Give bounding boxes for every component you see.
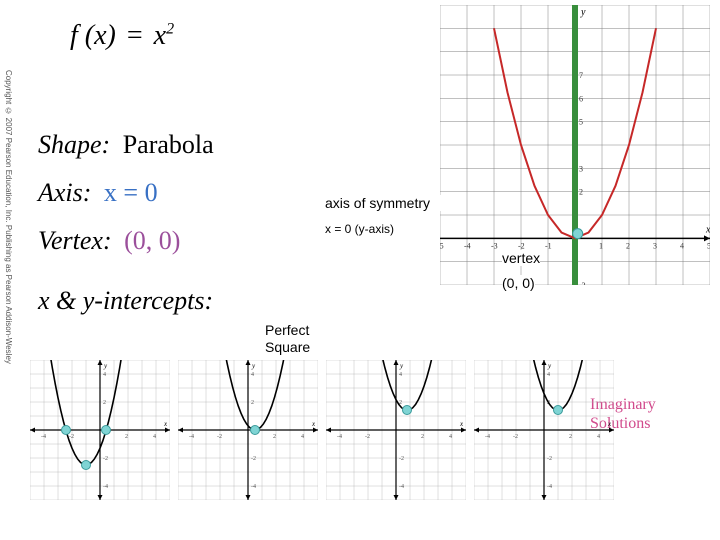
svg-text:2: 2 [125,434,128,440]
svg-text:4: 4 [449,434,452,440]
svg-text:-2: -2 [513,434,518,440]
svg-text:x: x [311,420,316,428]
svg-text:5: 5 [707,241,710,250]
small-graph-2: -4-4-2-22244xy [326,360,466,500]
small-graph-3: -4-4-2-22244xy [474,360,614,500]
svg-text:2: 2 [579,188,583,197]
svg-text:-3: -3 [491,241,498,250]
svg-text:x: x [705,224,710,235]
svg-text:4: 4 [399,372,402,378]
svg-text:7: 7 [579,71,583,80]
perfect-square-1: Perfect [265,322,309,338]
svg-text:-2: -2 [399,456,404,462]
small-graphs-row: -4 -4 -2 -2 2 2 4 4 x y -4 -4 -2 -2 2 2 4 4 x y -4 -4 -2 -2 2 2 4 4… [30,360,614,500]
svg-text:-2: -2 [579,281,586,285]
svg-text:4: 4 [153,434,156,440]
intercepts-label: x & y-intercepts: [38,286,213,315]
svg-text:y: y [547,362,552,370]
svg-text:2: 2 [273,434,276,440]
vertex-value: (0, 0) [124,226,180,255]
svg-text:-2: -2 [365,434,370,440]
svg-text:2: 2 [626,241,630,250]
svg-text:5: 5 [579,118,583,127]
svg-text:y: y [399,362,404,370]
perfect-square-label: Perfect Square [265,322,310,356]
intercept-dot [250,425,260,435]
svg-text:x: x [459,420,464,428]
svg-text:-4: -4 [337,434,342,440]
svg-text:4: 4 [680,241,684,250]
svg-text:1: 1 [599,241,603,250]
svg-text:-2: -2 [69,434,74,440]
vertex-annot: vertex [502,250,540,266]
svg-text:y: y [103,362,108,370]
svg-text:-4: -4 [464,241,471,250]
vertex-label: Vertex: [38,226,112,255]
svg-text:-4: -4 [485,434,490,440]
axis-symmetry-eq: x = 0 (y-axis) [325,222,394,236]
svg-text:-5: -5 [440,241,444,250]
svg-text:3: 3 [653,241,657,250]
svg-text:-4: -4 [189,434,194,440]
svg-text:2: 2 [251,400,254,406]
svg-text:2: 2 [421,434,424,440]
intercepts-row: x & y-intercepts: [38,286,214,316]
perfect-square-2: Square [265,339,310,355]
svg-text:-4: -4 [251,484,256,490]
small-graph-0: -4 -4 -2 -2 2 2 4 4 x y [30,360,170,500]
svg-text:-4: -4 [103,484,108,490]
svg-text:4: 4 [251,372,254,378]
vertex-row: Vertex: (0, 0) [38,226,214,256]
svg-text:-2: -2 [547,456,552,462]
equation: f (x) = x2 [70,20,174,52]
svg-text:-4: -4 [41,434,46,440]
svg-text:x: x [163,420,168,428]
svg-text:3: 3 [579,164,583,173]
axis-value: x = 0 [104,178,158,207]
shape-label: Shape: [38,130,110,159]
svg-text:-2: -2 [251,456,256,462]
svg-text:6: 6 [579,94,583,103]
shape-value: Parabola [123,130,214,159]
axis-label: Axis: [38,178,91,207]
svg-text:4: 4 [597,434,600,440]
svg-text:y: y [580,7,586,18]
svg-text:4: 4 [103,372,106,378]
svg-text:-4: -4 [547,484,552,490]
copyright-text: Copyright © 2007 Pearson Education, Inc.… [4,70,13,364]
svg-text:x: x [607,420,612,428]
svg-text:-2: -2 [518,241,525,250]
svg-text:2: 2 [103,400,106,406]
svg-text:-2: -2 [103,456,108,462]
svg-text:-1: -1 [545,241,552,250]
intercept-dot [101,425,111,435]
axis-symmetry-label: axis of symmetry [325,195,445,211]
svg-text:4: 4 [301,434,304,440]
shape-row: Shape: Parabola [38,130,214,160]
eq-rhs-exp: 2 [166,21,174,38]
small-graph-1: -4 -4 -2 -2 2 2 4 4 x y [178,360,318,500]
eq-rhs-var: x [154,20,166,51]
svg-text:y: y [251,362,256,370]
properties-list: Shape: Parabola Axis: x = 0 Vertex: (0, … [38,130,214,334]
svg-text:-4: -4 [399,484,404,490]
svg-text:4: 4 [547,372,550,378]
eq-equals: = [127,20,143,51]
intercept-dot [81,460,91,470]
svg-text:2: 2 [569,434,572,440]
eq-lhs: f (x) [70,20,116,51]
main-parabola-graph: x y -5 -4 -3 -2 -1 1 2 3 4 5 -2 2 3 5 6 7 [440,5,710,285]
vertex-point-annot: (0, 0) [502,275,535,291]
svg-text:-2: -2 [217,434,222,440]
axis-row: Axis: x = 0 [38,178,214,208]
